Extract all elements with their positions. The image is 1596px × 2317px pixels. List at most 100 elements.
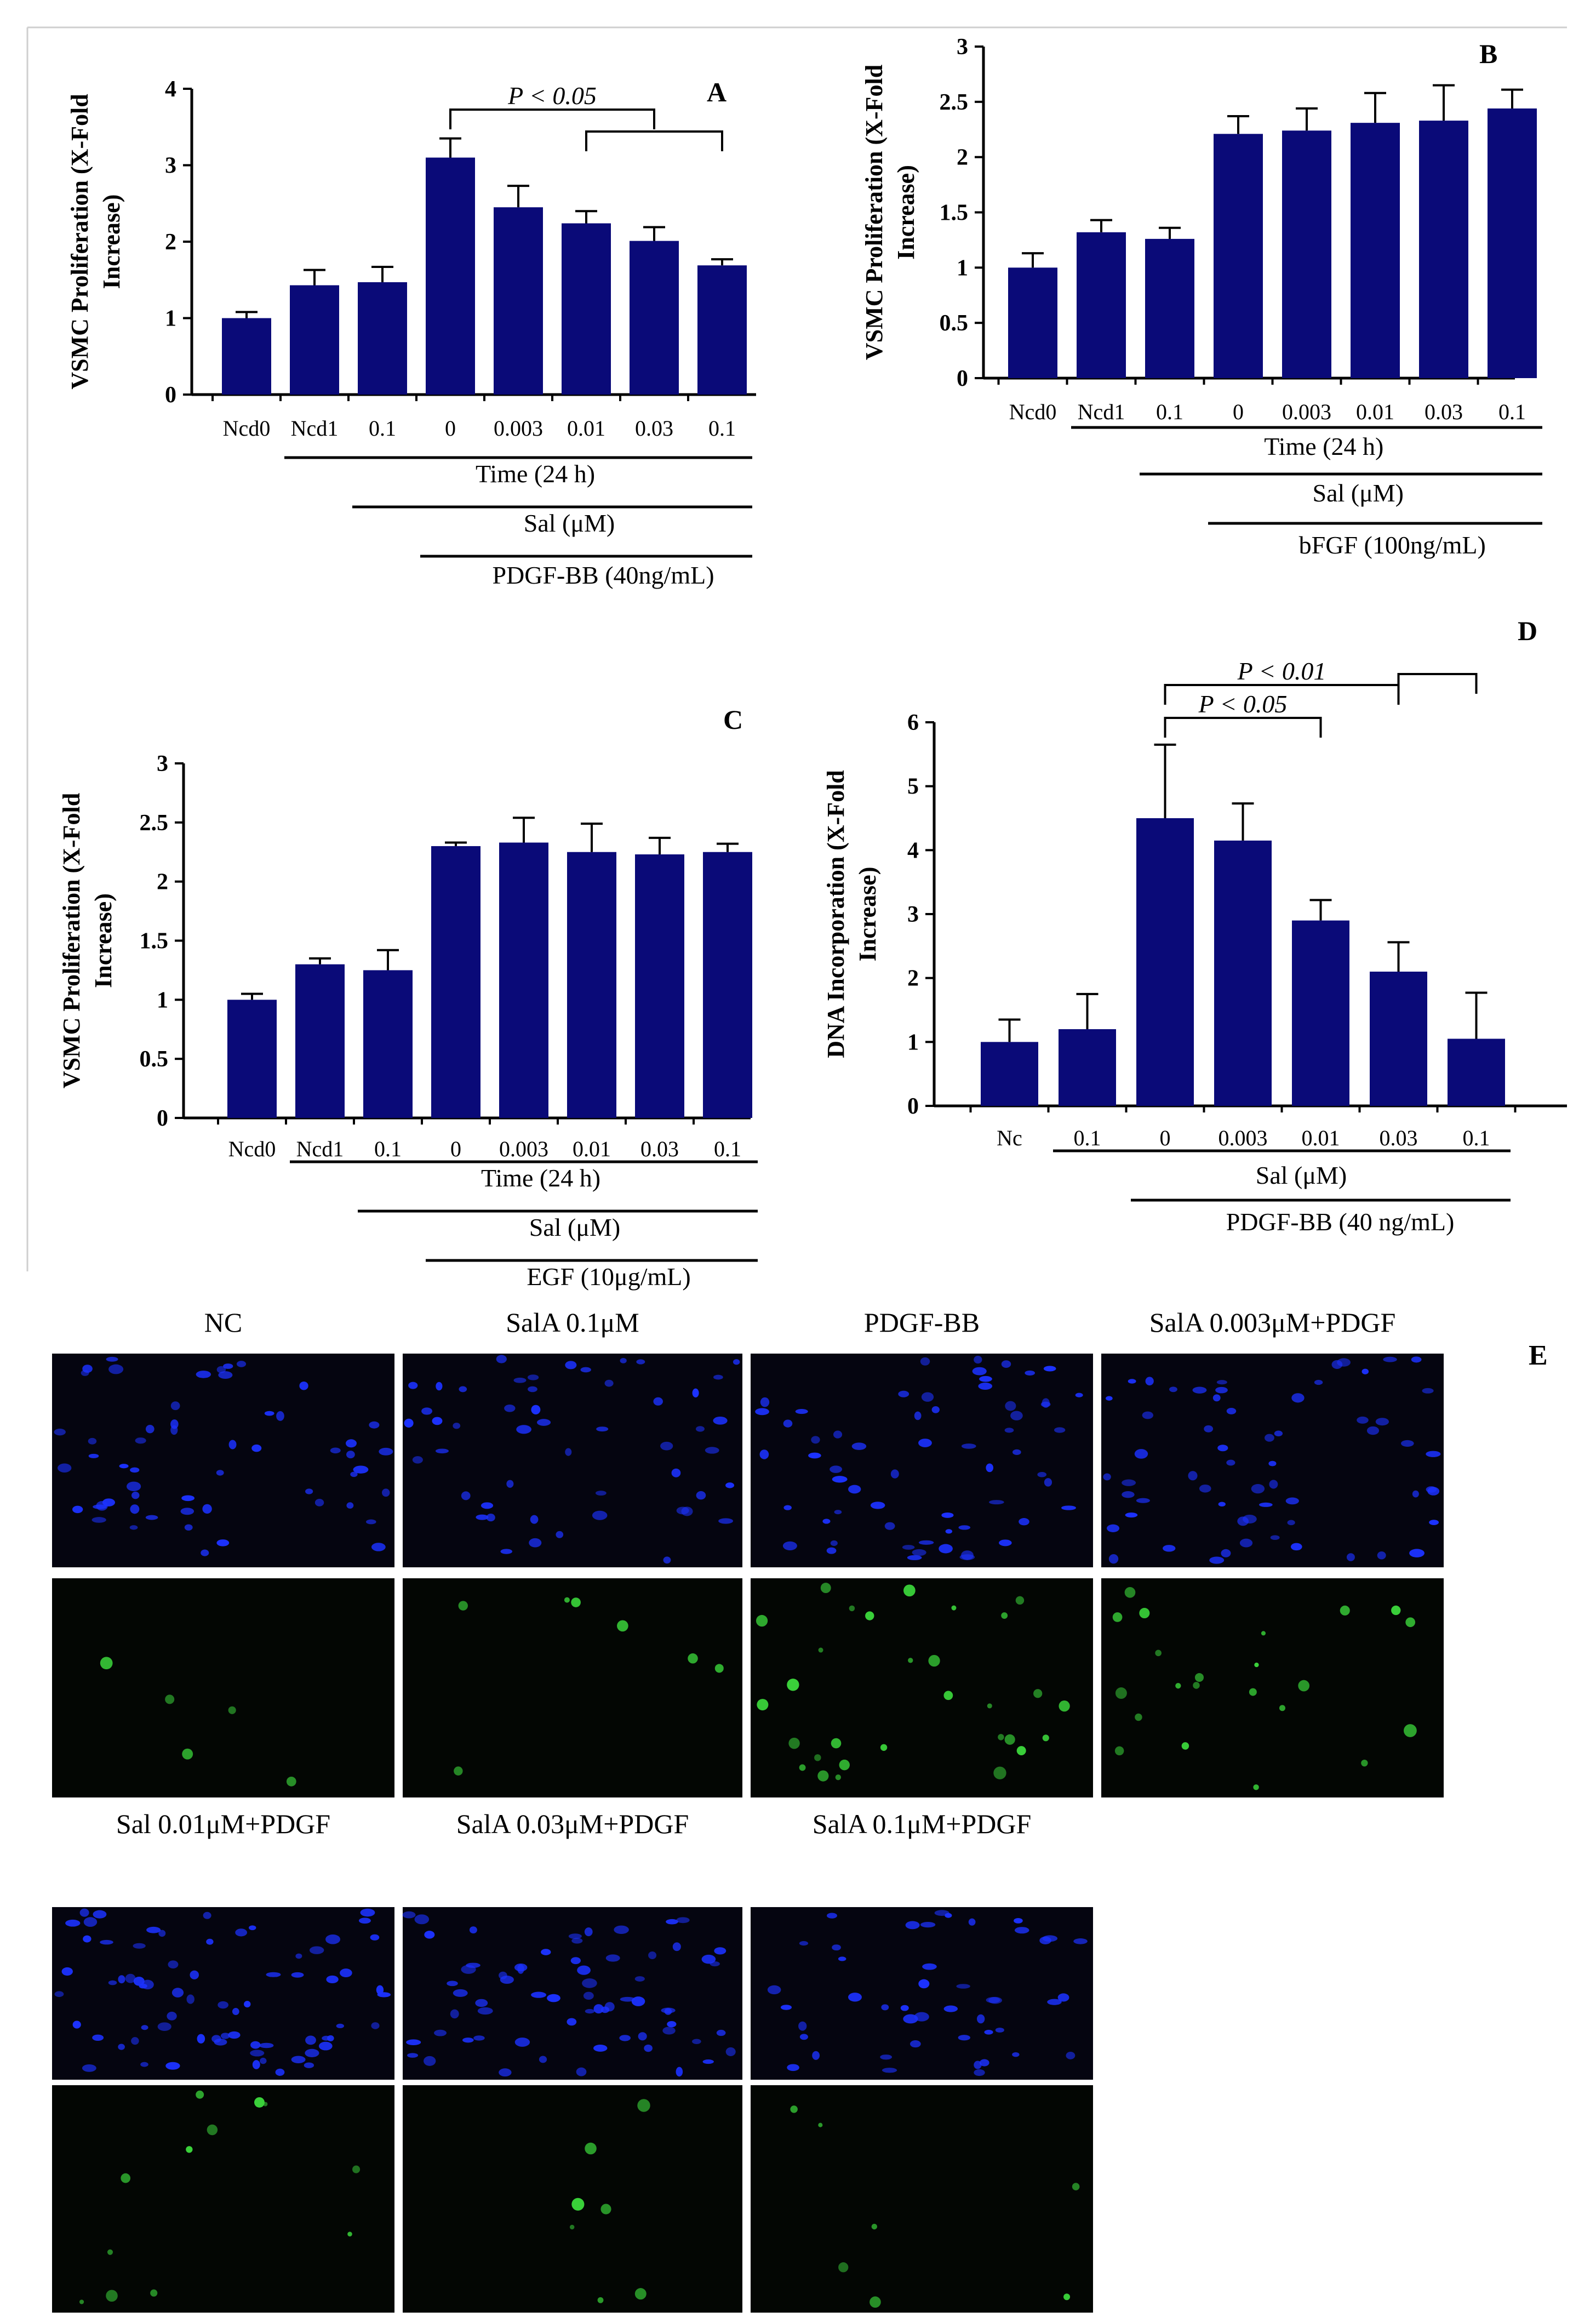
nucleus xyxy=(1357,1416,1369,1424)
nucleus xyxy=(832,1476,848,1483)
labeled-cell xyxy=(1404,1724,1417,1737)
nucleus xyxy=(692,2039,701,2044)
nucleus xyxy=(1012,1449,1021,1455)
nucleus xyxy=(1411,1356,1422,1363)
nucleus xyxy=(504,1404,516,1412)
nucleus xyxy=(326,1975,339,1984)
labeled-cell xyxy=(254,2097,265,2108)
labeled-cell xyxy=(1114,1746,1124,1756)
nucleus xyxy=(259,2042,274,2048)
nucleus xyxy=(371,1543,386,1551)
nucleus xyxy=(72,2021,81,2029)
nucleus xyxy=(1106,1396,1113,1401)
nucleus xyxy=(914,1411,922,1420)
labeled-cell xyxy=(688,1653,698,1664)
nucleus xyxy=(958,2035,970,2041)
nucleus xyxy=(251,1444,262,1452)
y-tick-label: 2 xyxy=(957,145,968,170)
nucleus xyxy=(922,1963,937,1970)
labeled-cell xyxy=(993,1766,1006,1779)
y-tick-label: 3 xyxy=(907,902,919,927)
micrograph-group: Sal 0.01μM+PDGF xyxy=(52,1808,394,2313)
nucleus xyxy=(1010,1411,1023,1420)
nucleus xyxy=(260,2057,267,2064)
nucleus xyxy=(890,1469,899,1479)
y-tick-label: 0 xyxy=(165,383,176,408)
nucleus xyxy=(1042,1935,1058,1942)
nucleus xyxy=(476,1514,489,1520)
y-tick-label: 1.5 xyxy=(140,929,169,954)
nucleus xyxy=(369,1421,380,1429)
significance-label: P < 0.05 xyxy=(1198,690,1288,718)
nucleus xyxy=(619,2035,631,2041)
labeled-cell xyxy=(838,2262,849,2273)
nucleus xyxy=(336,2023,345,2029)
nucleus xyxy=(939,1544,953,1554)
nucleus xyxy=(979,1376,992,1382)
labeled-cell xyxy=(1004,1734,1015,1745)
nucleus xyxy=(1057,1993,1069,2002)
nucleus xyxy=(466,1962,480,1968)
x-tick-label: 0.1 xyxy=(708,416,736,441)
nucleus xyxy=(614,1925,629,1934)
bar xyxy=(358,282,407,395)
nucleus xyxy=(832,1944,841,1951)
panel-letter: B xyxy=(1479,38,1497,69)
labeled-cell xyxy=(869,2296,881,2308)
nucleus xyxy=(1259,1502,1273,1507)
significance-bracket xyxy=(585,130,723,151)
x-tick-label: 0.1 xyxy=(1074,1126,1101,1150)
nucleus xyxy=(725,2047,736,2056)
nucleus xyxy=(755,1408,769,1416)
labeled-cell xyxy=(106,2290,118,2302)
nucleus xyxy=(216,1470,224,1476)
nucleus xyxy=(453,1989,468,1997)
labeled-cell xyxy=(454,1766,463,1776)
nucleus xyxy=(206,1938,214,1945)
y-tick-label: 1 xyxy=(907,1030,919,1055)
nucleus xyxy=(1270,1535,1280,1540)
nucleus xyxy=(65,1919,81,1927)
nucleus xyxy=(346,1439,357,1448)
nucleus xyxy=(1107,1524,1120,1532)
group-label: Time (24 h) xyxy=(1264,432,1383,460)
labeled-cell xyxy=(1001,1612,1008,1619)
group-label: Sal (μM) xyxy=(1256,1161,1347,1189)
nucleus xyxy=(812,2051,820,2060)
nucleus xyxy=(648,1951,657,1959)
nucleus xyxy=(1383,1356,1397,1362)
nucleus xyxy=(304,2062,314,2068)
nucleus xyxy=(180,1508,195,1515)
nucleus xyxy=(1239,1538,1253,1548)
labeled-cell xyxy=(1391,1605,1401,1616)
nucleus xyxy=(667,2021,677,2028)
nuclei-image xyxy=(52,1354,394,1567)
nucleus xyxy=(961,1550,974,1560)
group-label: Time (24 h) xyxy=(481,1164,600,1192)
nucleus xyxy=(168,1960,179,1969)
labeled-cell xyxy=(817,1770,829,1782)
nucleus xyxy=(1218,1502,1226,1507)
nucleus xyxy=(218,2001,228,2009)
nucleus xyxy=(477,2007,493,2015)
bar xyxy=(499,842,548,1118)
nucleus xyxy=(371,2022,380,2029)
nucleus xyxy=(593,2044,608,2052)
group-label: Sal (μM) xyxy=(524,509,615,537)
labeled-cell xyxy=(1340,1605,1350,1616)
micrograph-group: PDGF-BB xyxy=(751,1307,1093,1797)
nucleus xyxy=(531,1991,547,1998)
x-tick-label: Ncd0 xyxy=(1009,400,1057,424)
nucleus xyxy=(556,1531,564,1538)
labeled-cell xyxy=(1181,1742,1189,1750)
nucleus xyxy=(1291,1393,1305,1403)
chart-panel-a: 0 1 2 3 4 VSMC Proliferation (X-Fold Increase)… xyxy=(66,77,756,589)
bar xyxy=(635,854,684,1118)
nucleus xyxy=(1377,1551,1386,1560)
labeled-cell xyxy=(787,1679,799,1691)
nucleus xyxy=(902,1545,915,1550)
nucleus xyxy=(1001,1360,1011,1368)
nucleus xyxy=(798,2021,807,2031)
nucleus xyxy=(958,1525,971,1530)
